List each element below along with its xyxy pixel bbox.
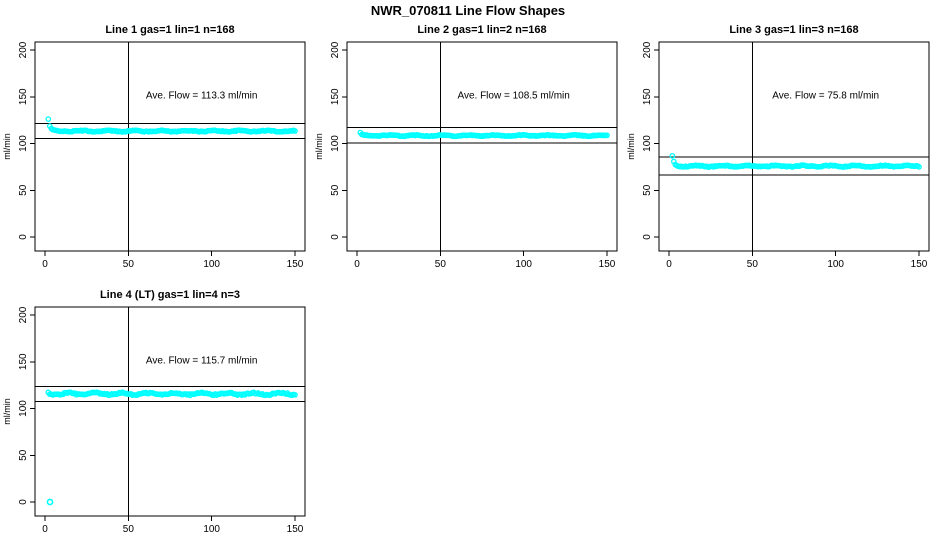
y-axis-label: ml/min (2, 133, 12, 160)
y-tick-label: 200 (18, 306, 29, 323)
x-tick-label: 150 (287, 259, 304, 270)
data-point (916, 163, 922, 170)
outlier-point (46, 498, 54, 506)
x-tick-label: 150 (599, 259, 616, 270)
x-tick-label: 0 (666, 259, 672, 270)
subplot-title: Line 4 (LT) gas=1 lin=4 n=3 (100, 289, 240, 301)
subplot-line-4: Line 4 (LT) gas=1 lin=4 n=3 0 50 100 150 200 m… (2, 289, 306, 535)
y-tick-label: 0 (330, 234, 341, 240)
y-tick-label: 50 (18, 184, 29, 196)
y-axis-label: ml/min (626, 133, 636, 160)
plot-box (34, 306, 306, 517)
y-tick-label: 200 (642, 41, 653, 58)
data-series (45, 389, 298, 506)
avg-flow-annotation: Ave. Flow = 113.3 ml/min (146, 91, 258, 102)
data-series (669, 152, 922, 170)
y-tick-label: 150 (642, 88, 653, 105)
x-tick-label: 100 (515, 259, 532, 270)
plot-box (346, 41, 618, 252)
y-axis-label: ml/min (2, 398, 12, 425)
x-tick-label: 100 (203, 524, 220, 535)
x-tick-label: 50 (747, 259, 759, 270)
x-tick-label: 100 (827, 259, 844, 270)
x-tick-label: 0 (354, 259, 360, 270)
y-tick-label: 100 (18, 400, 29, 417)
data-point (292, 391, 298, 398)
y-tick-label: 200 (330, 41, 341, 58)
plot-box (658, 41, 930, 252)
data-series (45, 116, 298, 135)
x-tick-label: 50 (435, 259, 447, 270)
subplot-title: Line 3 gas=1 lin=3 n=168 (729, 24, 858, 36)
data-point (669, 152, 676, 159)
data-point (604, 132, 610, 139)
y-tick-label: 50 (642, 184, 653, 196)
subplot-title: Line 2 gas=1 lin=2 n=168 (417, 24, 546, 36)
data-series (357, 129, 610, 140)
y-tick-label: 100 (18, 135, 29, 152)
x-tick-label: 50 (123, 524, 135, 535)
subplot-line-1: Line 1 gas=1 lin=1 n=168 0 50 100 150 200 ml/m… (2, 24, 306, 270)
y-tick-label: 100 (330, 135, 341, 152)
x-tick-label: 150 (911, 259, 928, 270)
x-tick-label: 0 (42, 259, 48, 270)
avg-flow-annotation: Ave. Flow = 115.7 ml/min (146, 356, 258, 367)
subplot-line-2: Line 2 gas=1 lin=2 n=168 0 50 100 150 200 ml/m… (314, 24, 618, 270)
y-tick-label: 0 (642, 234, 653, 240)
avg-flow-annotation: Ave. Flow = 75.8 ml/min (772, 91, 879, 102)
data-point (45, 116, 52, 122)
y-axis-label: ml/min (314, 133, 324, 160)
subplot-line-3: Line 3 gas=1 lin=3 n=168 0 50 100 150 200 ml/m… (626, 24, 930, 270)
data-point (292, 128, 298, 134)
y-tick-label: 50 (18, 449, 29, 461)
y-tick-label: 0 (18, 499, 29, 505)
y-tick-label: 0 (18, 234, 29, 240)
avg-flow-annotation: Ave. Flow = 108.5 ml/min (457, 91, 569, 102)
x-tick-label: 0 (42, 524, 48, 535)
y-tick-label: 150 (330, 88, 341, 105)
y-tick-label: 200 (18, 41, 29, 58)
y-tick-label: 150 (18, 353, 29, 370)
x-tick-label: 50 (123, 259, 135, 270)
y-tick-label: 50 (330, 184, 341, 196)
y-tick-label: 150 (18, 88, 29, 105)
x-tick-label: 150 (287, 524, 304, 535)
x-tick-label: 100 (203, 259, 220, 270)
figure-title: NWR_070811 Line Flow Shapes (370, 3, 566, 18)
y-tick-label: 100 (642, 135, 653, 152)
subplot-title: Line 1 gas=1 lin=1 n=168 (105, 24, 234, 36)
plot-box (34, 41, 306, 252)
